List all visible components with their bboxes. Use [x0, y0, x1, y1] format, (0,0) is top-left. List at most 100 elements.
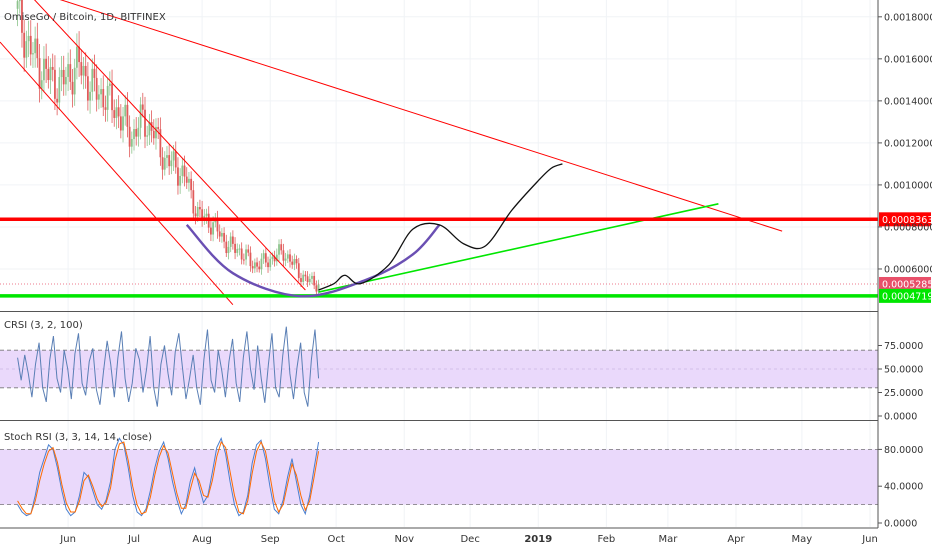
candle-body — [67, 64, 70, 77]
candle-body — [60, 69, 63, 78]
y-tick-label: 0.00180000 — [884, 12, 932, 23]
price-tag — [879, 276, 931, 291]
candle-body — [126, 104, 129, 127]
candle-body — [93, 68, 96, 78]
candle-body — [271, 256, 274, 259]
candle-body — [49, 66, 52, 81]
x-tick-label: Aug — [192, 534, 212, 545]
candle-body — [174, 151, 177, 168]
y-tick-label: 50.0000 — [884, 365, 923, 376]
candle-body — [82, 65, 85, 76]
candle-body — [220, 233, 223, 237]
candle-body — [133, 129, 135, 140]
y-tick-label: 0.00120000 — [884, 138, 932, 149]
candle-body — [38, 58, 41, 89]
y-tick-label: 0.00140000 — [884, 96, 932, 107]
crsi-pane[interactable] — [0, 326, 878, 407]
candle-body — [69, 64, 72, 82]
stoch-series-line — [17, 436, 320, 517]
candle-body — [71, 81, 74, 95]
y-tick-label: 40.0000 — [884, 482, 923, 493]
candle-body — [148, 122, 151, 136]
candle-body — [51, 66, 54, 70]
candle-body — [170, 160, 173, 167]
axes: Jun Jul Aug Sep Oct Nov Dec 2019 Feb Mar Apr May Jun… — [59, 12, 932, 545]
candle-body — [218, 231, 221, 237]
candle-body — [43, 58, 45, 81]
y-tick-label: 0.00160000 — [884, 54, 932, 65]
candle-body — [65, 76, 67, 85]
candle-body — [297, 263, 300, 279]
candle-body — [291, 261, 294, 265]
candle-body — [247, 249, 250, 253]
candle-body — [80, 62, 83, 76]
candle-body — [302, 274, 305, 282]
candle-body — [231, 236, 234, 244]
candle-body — [242, 259, 245, 261]
candle-body — [78, 46, 80, 63]
x-tick-label: Jul — [127, 534, 140, 545]
candle-body — [100, 89, 102, 95]
y-tick-label: 0.0000 — [884, 412, 917, 423]
candle-body — [108, 83, 111, 86]
x-tick-label: Sep — [261, 534, 280, 545]
candle-body — [317, 284, 320, 292]
candle-body — [273, 256, 276, 262]
candle-body — [146, 135, 149, 137]
candle-body — [210, 227, 212, 235]
candle-body — [295, 258, 298, 264]
candle-body — [282, 250, 285, 261]
candle-body — [212, 222, 215, 235]
x-tick-label: Dec — [460, 534, 479, 545]
candle-body — [177, 167, 179, 186]
price-tag — [879, 288, 931, 303]
candle-body — [196, 206, 199, 217]
trendline-channel-lower — [0, 41, 234, 306]
x-tick-label: Feb — [598, 534, 616, 545]
candle-body — [278, 244, 280, 255]
candle-body — [113, 110, 116, 118]
stoch-rsi-pane[interactable] — [0, 436, 878, 517]
candle-body — [45, 58, 48, 69]
x-tick-label: Nov — [394, 534, 414, 545]
candle-body — [40, 80, 43, 89]
candle-body — [150, 122, 153, 131]
candle-body — [300, 278, 302, 282]
candle-body — [293, 258, 296, 265]
trendline-channel-upper — [33, 0, 306, 291]
candle-body — [275, 254, 278, 262]
trendline-long-term-resistance — [59, 0, 783, 232]
candle-body — [89, 91, 91, 101]
stoch-series-line — [17, 440, 320, 515]
candle-body — [216, 218, 219, 232]
chart-title: OmiseGo / Bitcoin, 1D, BITFINEX — [4, 12, 166, 23]
candle-body — [251, 266, 254, 269]
candle-body — [111, 83, 113, 111]
x-tick-label: 2019 — [524, 534, 552, 545]
candle-body — [286, 254, 289, 259]
candle-body — [236, 248, 239, 253]
candle-body — [227, 246, 230, 254]
candle-body — [223, 233, 225, 242]
candle-body — [56, 98, 59, 103]
trendline-rising-support — [318, 203, 719, 293]
price-pane[interactable]: 0.00083634 0.000528580.00047198 — [0, 0, 932, 306]
candle-body — [166, 155, 168, 158]
stoch-rsi-title: Stoch RSI (3, 3, 14, 14, close) — [4, 432, 152, 443]
candle-body — [144, 109, 146, 137]
candle-body — [280, 244, 283, 251]
candle-body — [102, 89, 105, 108]
candle-body — [229, 236, 232, 247]
x-tick-label: Oct — [327, 534, 344, 545]
candle-body — [21, 0, 23, 33]
candle-body — [119, 116, 122, 131]
y-tick-label: 0.0000 — [884, 519, 917, 530]
candle-body — [152, 130, 155, 139]
candle-body — [269, 258, 272, 268]
y-tick-label: 80.0000 — [884, 445, 923, 456]
candle-body — [73, 67, 76, 95]
candle-body — [75, 46, 78, 68]
candle-body — [306, 276, 309, 283]
candle-body — [16, 1, 19, 9]
candle-body — [84, 65, 87, 77]
